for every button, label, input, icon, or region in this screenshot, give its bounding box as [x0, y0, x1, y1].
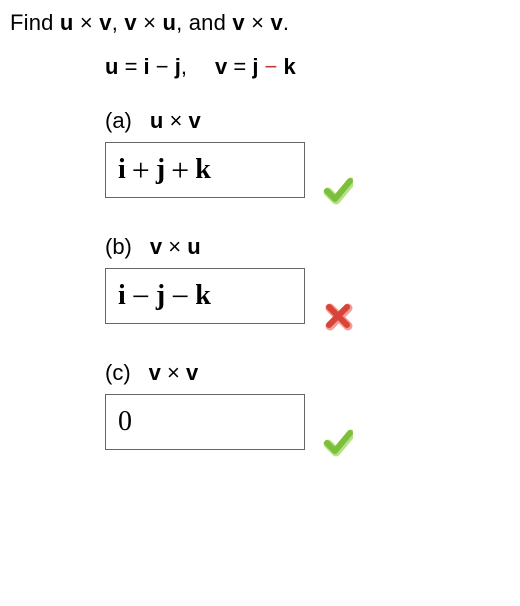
question-prompt: Find u × v, v × u, and v × v.	[10, 10, 515, 36]
prompt-expr2-op: ×	[143, 10, 156, 35]
part-expr-left: v	[149, 360, 161, 385]
part-header: (b) v × u	[105, 234, 515, 260]
answer-basis-vector: i	[118, 280, 126, 312]
prompt-expr3-op: ×	[251, 10, 264, 35]
prompt-sep2: , and	[176, 10, 232, 35]
prompt-expr1-left: u	[60, 10, 74, 35]
question-part: (b)v × ui−j−k	[105, 234, 515, 324]
part-expr-right: v	[188, 108, 200, 133]
vector-definitions: u = i − j,v = j − k	[105, 54, 515, 80]
def-v-minus: −	[258, 54, 283, 79]
answer-input[interactable]: i−j−k	[105, 268, 305, 324]
prompt-expr1-right: v	[99, 10, 111, 35]
checkmark-icon	[323, 427, 353, 462]
def-comma: ,	[181, 54, 187, 79]
part-expr-op: ×	[168, 234, 181, 259]
part-label: (b)	[105, 234, 132, 259]
question-part: (a)u × vi+j+k	[105, 108, 515, 198]
prompt-expr2-left: v	[124, 10, 136, 35]
part-label: (c)	[105, 360, 131, 385]
def-eq1: =	[118, 54, 143, 79]
answer-input[interactable]: 0	[105, 394, 305, 450]
part-expr-right: u	[187, 234, 200, 259]
prompt-sep1: ,	[112, 10, 125, 35]
part-header: (c) v × v	[105, 360, 515, 386]
question-part: (c)v × v0	[105, 360, 515, 450]
part-header: (a) u × v	[105, 108, 515, 134]
prompt-prefix: Find	[10, 10, 60, 35]
answer-row: i−j−k	[105, 268, 515, 324]
answer-operator: +	[171, 154, 189, 186]
part-expr-op: ×	[167, 360, 180, 385]
answer-basis-vector: i	[118, 154, 126, 186]
answer-basis-vector: k	[195, 154, 211, 186]
def-u-minus: −	[150, 54, 175, 79]
answer-operator: −	[132, 280, 150, 312]
part-expr-right: v	[186, 360, 198, 385]
def-u-lhs: u	[105, 54, 118, 79]
part-expr-op: ×	[169, 108, 182, 133]
def-v-t2: k	[284, 54, 296, 79]
answer-row: 0	[105, 394, 515, 450]
checkmark-icon	[323, 175, 353, 210]
prompt-expr1-op: ×	[80, 10, 93, 35]
answer-basis-vector: j	[156, 154, 165, 186]
cross-icon	[323, 301, 353, 336]
answer-row: i+j+k	[105, 142, 515, 198]
part-expr-left: v	[150, 234, 162, 259]
answer-operator: +	[132, 154, 150, 186]
answer-operator: −	[171, 280, 189, 312]
answer-input[interactable]: i+j+k	[105, 142, 305, 198]
answer-basis-vector: j	[156, 280, 165, 312]
answer-basis-vector: k	[195, 280, 211, 312]
part-label: (a)	[105, 108, 132, 133]
def-eq2: =	[227, 54, 252, 79]
prompt-expr3-right: v	[270, 10, 282, 35]
answer-value: 0	[118, 406, 132, 438]
prompt-suffix: .	[283, 10, 289, 35]
prompt-expr3-left: v	[232, 10, 244, 35]
part-expr-left: u	[150, 108, 163, 133]
def-v-lhs: v	[215, 54, 227, 79]
prompt-expr2-right: u	[162, 10, 176, 35]
